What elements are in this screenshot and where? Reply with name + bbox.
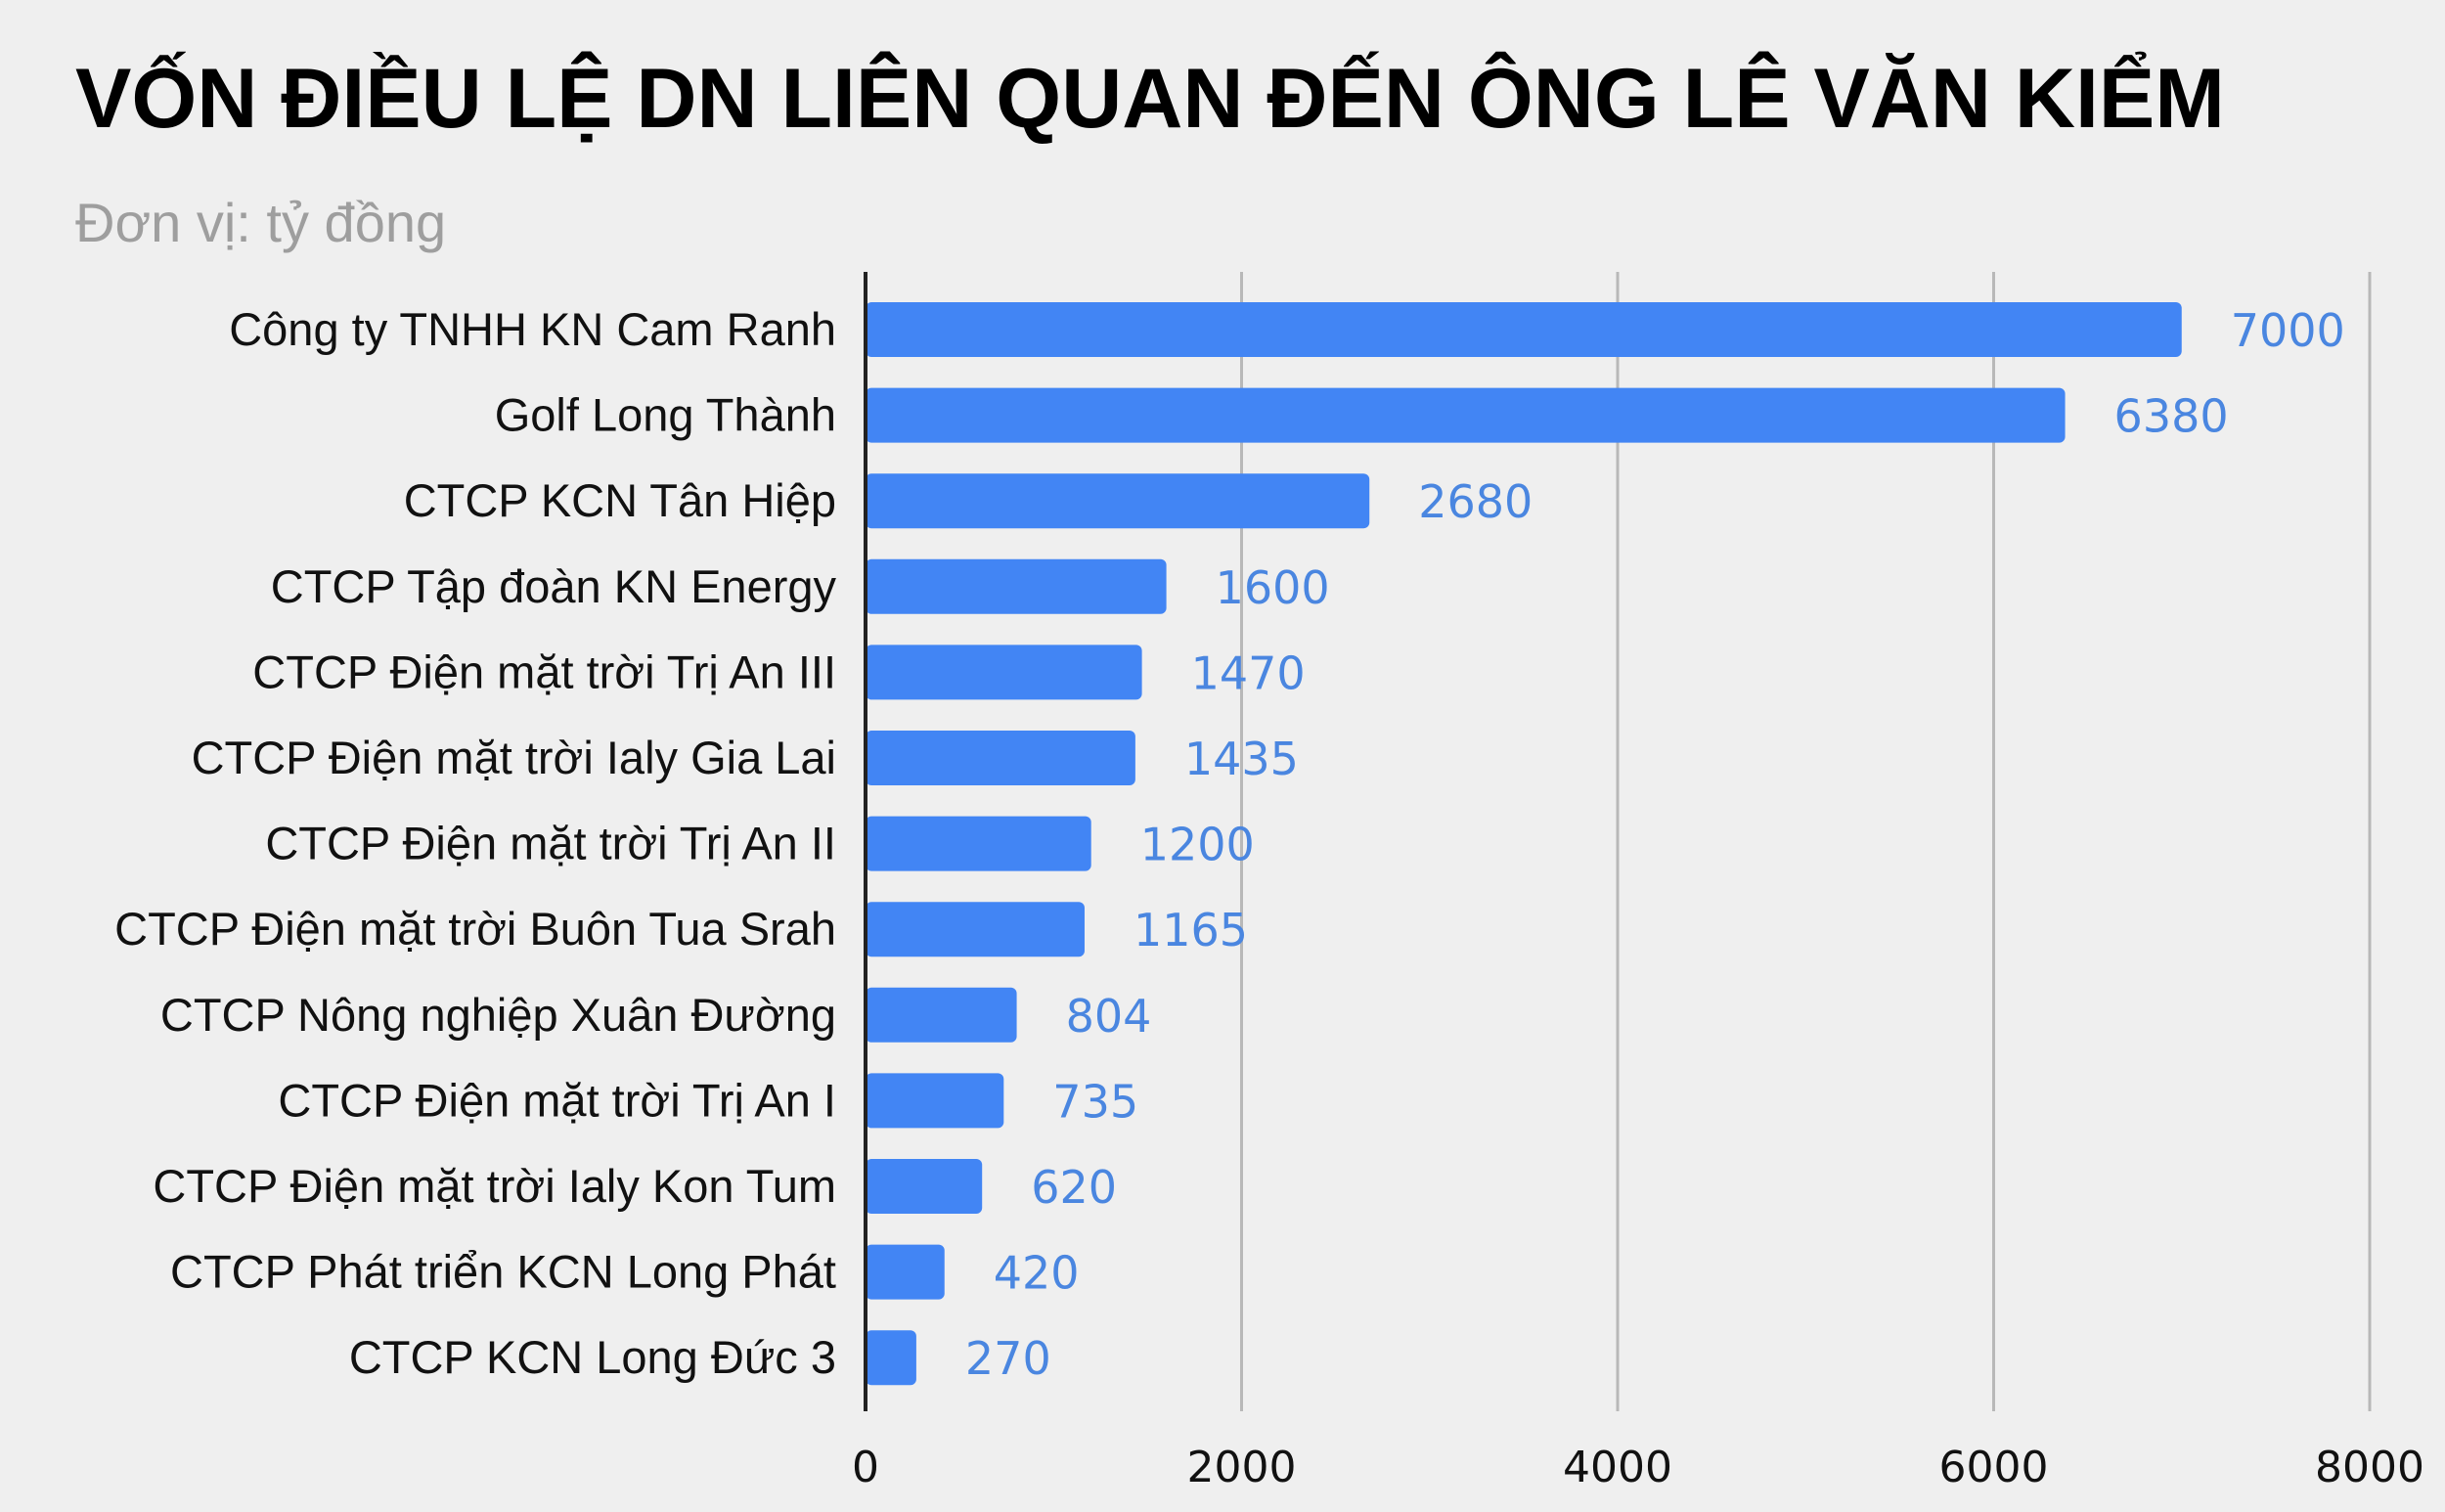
data-label: 420 xyxy=(994,1247,1080,1300)
category-label: CTCP Điện mặt trời Ialy Kon Tum xyxy=(153,1160,836,1212)
bar xyxy=(866,558,1167,614)
bar xyxy=(866,1073,1004,1129)
category-label: CTCP KCN Tân Hiệp xyxy=(404,474,836,526)
category-label: CTCP Điện mặt trời Ialy Gia Lai xyxy=(192,732,836,783)
bar xyxy=(866,645,1142,700)
x-tick-label: 8000 xyxy=(2315,1443,2424,1492)
data-label: 735 xyxy=(1052,1075,1138,1128)
grid-lines xyxy=(1240,272,2372,1411)
bar xyxy=(866,902,1085,957)
data-label: 1470 xyxy=(1191,646,1306,699)
category-label: CTCP Điện mặt trời Trị An I xyxy=(278,1074,836,1126)
category-label: Công ty TNHH KN Cam Ranh xyxy=(229,303,836,355)
bar xyxy=(866,387,2066,443)
chart-subtitle: Đơn vị: tỷ đồng xyxy=(75,192,447,253)
data-label: 1435 xyxy=(1184,733,1299,785)
category-label: CTCP Tập đoàn KN Energy xyxy=(271,560,837,612)
x-tick-label: 4000 xyxy=(1563,1443,1672,1492)
x-tick-labels: 0 2000 4000 6000 8000 xyxy=(852,1443,2424,1492)
data-label: 7000 xyxy=(2231,304,2345,357)
bar xyxy=(866,1330,916,1386)
chart-title: VỐN ĐIỀU LỆ DN LIÊN QUAN ĐẾN ÔNG LÊ VĂN … xyxy=(75,52,2225,146)
bar xyxy=(866,987,1017,1043)
category-label: CTCP Phát triển KCN Long Phát xyxy=(170,1246,836,1298)
category-labels: Công ty TNHH KN Cam Ranh Golf Long Thành C… xyxy=(114,303,836,1383)
data-label: 620 xyxy=(1031,1161,1117,1214)
x-tick-label: 6000 xyxy=(1939,1443,2049,1492)
category-label: CTCP KCN Long Đức 3 xyxy=(349,1331,836,1383)
data-label: 1600 xyxy=(1216,561,1330,614)
category-label: CTCP Điện mặt trời Buôn Tua Srah xyxy=(114,903,836,955)
data-label: 270 xyxy=(965,1332,1051,1385)
bar xyxy=(866,1244,945,1300)
bars xyxy=(866,302,2182,1386)
bar xyxy=(866,1159,983,1214)
data-label: 1200 xyxy=(1140,819,1255,871)
x-tick-label: 0 xyxy=(852,1443,879,1492)
x-tick-label: 2000 xyxy=(1187,1443,1297,1492)
data-label: 6380 xyxy=(2114,390,2229,443)
category-label: CTCP Nông nghiệp Xuân Đường xyxy=(160,989,836,1041)
category-label: Golf Long Thành xyxy=(495,389,836,441)
bar xyxy=(866,816,1091,871)
category-label: CTCP Điện mặt trời Trị An II xyxy=(265,818,836,869)
bar xyxy=(866,731,1135,785)
data-label: 804 xyxy=(1066,990,1152,1043)
data-label: 2680 xyxy=(1418,475,1533,528)
category-label: CTCP Điện mặt trời Trị An III xyxy=(252,645,836,697)
data-label: 1165 xyxy=(1134,904,1248,956)
bar xyxy=(866,473,1370,529)
bar xyxy=(866,302,2182,357)
